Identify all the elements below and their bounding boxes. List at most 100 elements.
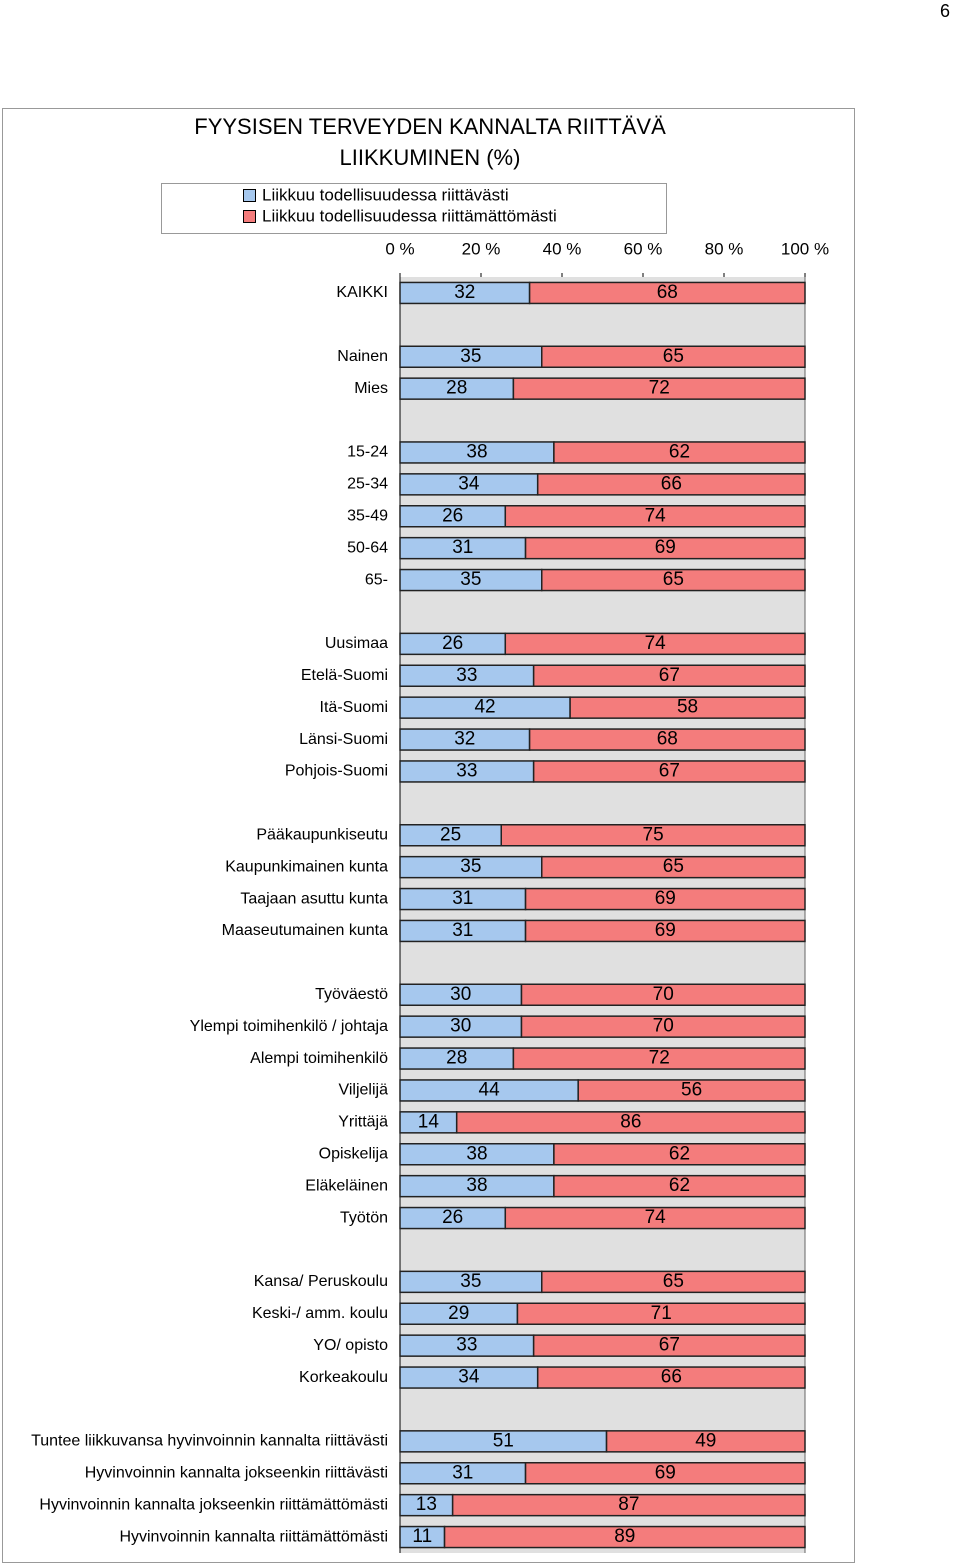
value-label: 35 (460, 569, 481, 590)
value-label: 30 (450, 984, 471, 1005)
value-label: 69 (655, 537, 676, 558)
y-tick-label: Opiskelija (319, 1145, 388, 1162)
y-tick-label: Korkeakoulu (299, 1369, 388, 1386)
value-label: 38 (466, 441, 487, 462)
legend-label: Liikkuu todellisuudessa riittämättömästi (262, 206, 557, 225)
y-tick-label: KAIKKI (336, 284, 388, 301)
y-tick-label: 65- (365, 571, 388, 588)
y-tick-label: Länsi-Suomi (299, 731, 388, 748)
y-tick-label: Pääkaupunkiseutu (256, 826, 388, 843)
value-label: 89 (614, 1526, 635, 1547)
value-label: 38 (466, 1143, 487, 1164)
bar-segment (532, 760, 806, 783)
value-label: 14 (418, 1111, 440, 1132)
bar-segment (520, 1015, 806, 1038)
chart-title: FYYSISEN TERVEYDEN KANNALTA RIITTÄVÄ (194, 114, 666, 139)
x-tick-label: 100 % (781, 239, 829, 258)
bar-segment (553, 1143, 806, 1166)
value-label: 70 (653, 1016, 674, 1037)
bar-segment (504, 632, 806, 656)
value-label: 65 (663, 569, 684, 590)
value-label: 56 (681, 1079, 702, 1100)
value-label: 70 (653, 984, 674, 1005)
value-label: 31 (452, 888, 473, 909)
x-tick-label: 60 % (624, 239, 663, 258)
bar-segment (455, 1111, 806, 1134)
x-tick-label: 40 % (543, 239, 582, 258)
value-label: 35 (460, 1271, 481, 1292)
bar-segment (536, 473, 806, 496)
value-label: 74 (645, 633, 667, 654)
value-label: 65 (663, 346, 684, 367)
value-label: 62 (669, 1175, 690, 1196)
value-label: 42 (474, 697, 495, 718)
y-tick-label: Taajaan asuttu kunta (240, 890, 388, 907)
value-label: 65 (663, 1271, 684, 1292)
y-tick-label: Alempi toimihenkilö (250, 1050, 388, 1067)
value-label: 26 (442, 505, 463, 526)
bar-segment (541, 568, 806, 592)
bar-segment (512, 377, 806, 400)
value-label: 51 (493, 1430, 514, 1451)
y-tick-label: Kansa/ Peruskoulu (254, 1273, 388, 1290)
y-tick-label: Keski-/ amm. koulu (252, 1305, 388, 1322)
value-label: 49 (695, 1430, 716, 1451)
value-label: 35 (460, 856, 481, 877)
value-label: 32 (454, 282, 475, 303)
y-tick-label: Kaupunkimainen kunta (225, 858, 388, 875)
bar-segment (532, 664, 806, 687)
bar-segment (577, 1079, 806, 1102)
bar-segment (541, 855, 806, 879)
y-tick-label: Uusimaa (325, 635, 388, 652)
value-label: 33 (456, 760, 477, 781)
value-label: 31 (452, 1462, 473, 1483)
x-tick-label: 0 % (385, 239, 414, 258)
value-label: 30 (450, 1016, 471, 1037)
value-label: 87 (618, 1494, 639, 1515)
value-label: 38 (466, 1175, 487, 1196)
value-label: 44 (479, 1079, 501, 1100)
value-label: 86 (620, 1111, 641, 1132)
bar-segment (512, 1047, 806, 1070)
value-label: 72 (649, 378, 670, 399)
value-label: 26 (442, 633, 463, 654)
bar-segment (524, 1462, 806, 1485)
legend-label: Liikkuu todellisuudessa riittävästi (262, 185, 509, 204)
value-label: 58 (677, 697, 698, 718)
value-label: 74 (645, 505, 667, 526)
value-label: 28 (446, 1048, 467, 1069)
y-tick-label: Eläkeläinen (305, 1177, 388, 1194)
x-tick-label: 20 % (462, 239, 501, 258)
y-tick-label: Hyvinvoinnin kannalta jokseenkin riittäm… (39, 1496, 388, 1513)
bar-segment (528, 728, 806, 751)
y-tick-label: Ylempi toimihenkilö / johtaja (190, 1018, 388, 1035)
value-label: 67 (659, 1335, 680, 1356)
value-label: 69 (655, 888, 676, 909)
bar-segment (451, 1493, 806, 1517)
value-label: 26 (442, 1207, 463, 1228)
bar-segment (524, 536, 806, 560)
y-tick-label: Maaseutumainen kunta (222, 922, 388, 939)
bar-segment (541, 1270, 806, 1294)
value-label: 68 (657, 282, 678, 303)
chart-title: LIIKKUMINEN (%) (340, 145, 521, 170)
y-tick-label: Etelä-Suomi (301, 667, 388, 684)
bar-segment (532, 1334, 806, 1357)
bar-segment (443, 1525, 806, 1549)
value-label: 29 (448, 1303, 469, 1324)
bar-segment (541, 345, 806, 368)
bar-segment (528, 281, 806, 305)
value-label: 75 (643, 824, 664, 845)
value-label: 69 (655, 920, 676, 941)
y-tick-label: 25-34 (347, 476, 388, 493)
page-number: 6 (940, 1, 950, 21)
y-tick-label: Yrittäjä (338, 1114, 388, 1131)
y-tick-label: Nainen (337, 348, 388, 365)
value-label: 33 (456, 665, 477, 686)
bar-segment (524, 887, 806, 911)
y-tick-label: Viljelijä (338, 1082, 388, 1099)
y-tick-label: Mies (354, 380, 388, 397)
value-label: 72 (649, 1048, 670, 1069)
y-tick-label: Hyvinvoinnin kannalta riittämättömästi (119, 1528, 388, 1545)
bar-segment (553, 441, 806, 464)
